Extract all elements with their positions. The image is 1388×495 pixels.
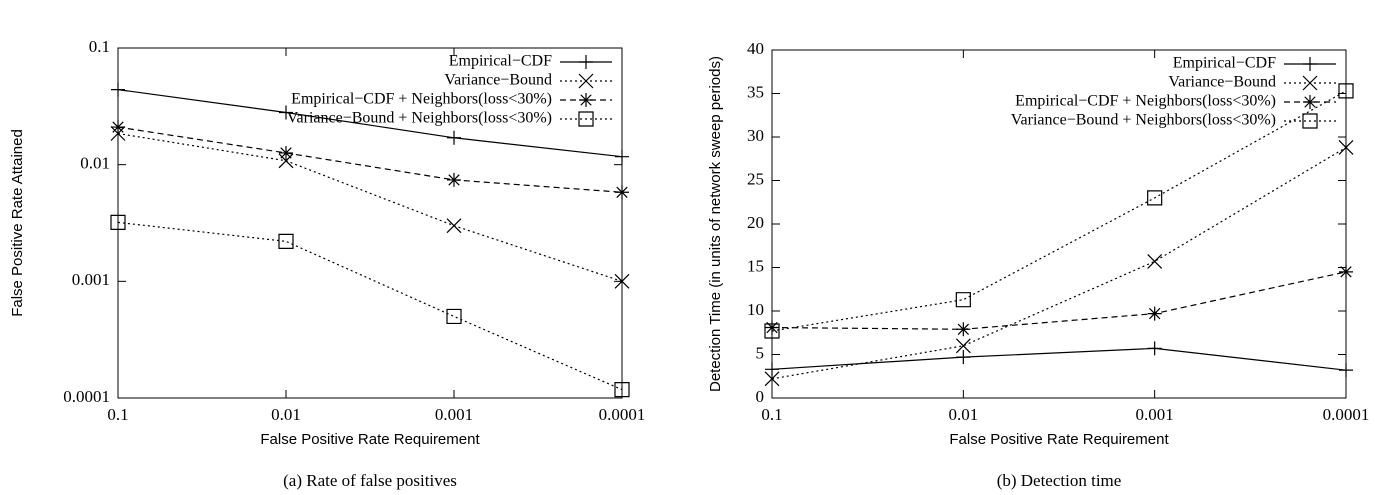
- marker: [447, 172, 461, 187]
- marker: [1338, 83, 1354, 99]
- marker: [1339, 363, 1353, 378]
- series-line: [117, 89, 623, 158]
- x-tick-label: 0.1: [107, 405, 128, 424]
- y-tick-label: 25: [747, 169, 764, 188]
- legend-marker: [578, 111, 594, 127]
- marker: [764, 371, 780, 387]
- marker: [1338, 140, 1354, 155]
- series-line: [771, 146, 1347, 380]
- y-tick-label: 20: [747, 213, 764, 232]
- series-line: [117, 221, 623, 391]
- marker: [615, 149, 629, 164]
- marker: [614, 273, 630, 289]
- legend-label: Variance−Bound + Neighbors(loss<30%): [287, 110, 552, 127]
- marker: [278, 233, 294, 249]
- series-line: [117, 126, 623, 193]
- x-axis-label: False Positive Rate Requirement: [260, 431, 480, 448]
- marker: [956, 322, 971, 337]
- y-tick-label: 0.1: [89, 37, 110, 56]
- y-tick-label: 35: [747, 82, 764, 101]
- marker: [1147, 341, 1162, 356]
- y-tick-label: 10: [747, 300, 764, 319]
- legend-marker: [1303, 95, 1317, 109]
- marker: [955, 338, 971, 354]
- caption: (a) Rate of false positives: [283, 471, 457, 490]
- marker: [111, 82, 125, 97]
- x-tick-label: 0.01: [271, 405, 301, 424]
- marker: [956, 350, 971, 365]
- legend-marker: [578, 73, 594, 89]
- x-axis-label: False Positive Rate Requirement: [949, 431, 1169, 448]
- marker: [615, 185, 629, 200]
- legend-label: Variance−Bound: [1168, 74, 1276, 91]
- series-line: [771, 271, 1347, 330]
- marker: [110, 214, 126, 230]
- marker: [955, 292, 971, 308]
- marker: [278, 153, 294, 169]
- y-tick-label: 30: [747, 126, 764, 145]
- legend-marker: [1302, 113, 1318, 129]
- marker: [1147, 190, 1163, 206]
- y-tick-label: 5: [756, 343, 765, 362]
- legend-marker: [579, 93, 593, 107]
- series-line: [771, 347, 1347, 371]
- marker: [447, 130, 461, 145]
- marker: [765, 320, 779, 335]
- legend-label: Variance−Bound: [444, 72, 552, 89]
- marker: [1339, 264, 1353, 279]
- marker: [279, 145, 293, 160]
- marker: [1147, 253, 1163, 269]
- marker: [446, 308, 462, 325]
- y-tick-label: 0.01: [80, 154, 110, 173]
- series-line: [771, 90, 1347, 332]
- legend-label: Empirical−CDF + Neighbors(loss<30%): [1015, 93, 1276, 110]
- marker: [111, 120, 125, 135]
- y-tick-label: 40: [747, 39, 764, 58]
- marker: [446, 218, 462, 234]
- marker: [764, 323, 780, 339]
- legend-marker: [579, 55, 593, 69]
- legend-marker: [1303, 57, 1317, 71]
- y-axis-label: False Positive Rate Attained: [9, 129, 26, 317]
- y-tick-label: 0.0001: [63, 387, 110, 406]
- x-tick-label: 0.0001: [599, 405, 646, 424]
- x-tick-label: 0.01: [948, 405, 978, 424]
- x-tick-label: 0.1: [761, 405, 782, 424]
- marker: [1147, 306, 1162, 321]
- legend-marker: [1302, 75, 1318, 91]
- y-axis-label: Detection Time (in units of network swee…: [707, 56, 724, 392]
- legend-label: Variance−Bound + Neighbors(loss<30%): [1011, 112, 1276, 129]
- x-tick-label: 0.0001: [1323, 405, 1370, 424]
- marker: [279, 105, 293, 120]
- series-line: [117, 132, 623, 282]
- legend-label: Empirical−CDF: [1173, 55, 1276, 72]
- marker: [614, 382, 630, 398]
- y-tick-label: 15: [747, 256, 764, 275]
- y-tick-label: 0.001: [72, 270, 110, 289]
- y-tick-label: 0: [756, 387, 765, 406]
- legend-label: Empirical−CDF + Neighbors(loss<30%): [291, 91, 552, 108]
- x-tick-label: 0.001: [435, 405, 473, 424]
- legend-label: Empirical−CDF: [449, 53, 552, 70]
- caption: (b) Detection time: [997, 471, 1122, 490]
- x-tick-label: 0.001: [1136, 405, 1174, 424]
- marker: [765, 362, 779, 377]
